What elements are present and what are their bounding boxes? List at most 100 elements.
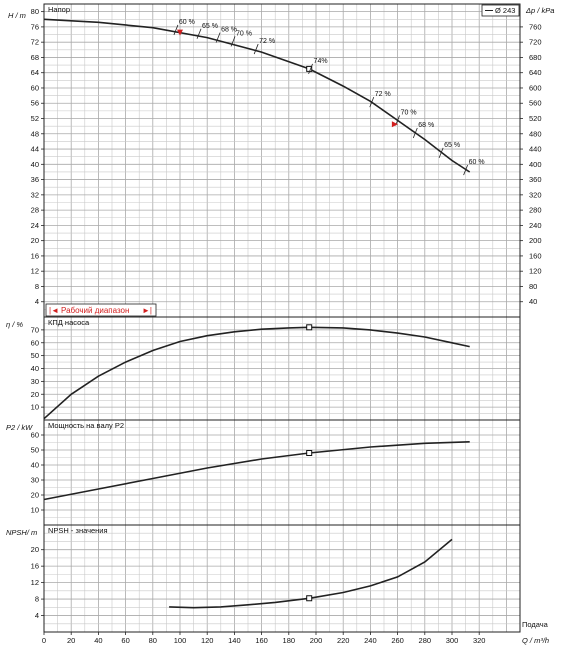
y-tick-label: 60 <box>31 338 39 347</box>
x-tick-label: 40 <box>94 636 102 645</box>
y-tick-label: 16 <box>31 562 39 571</box>
operating-range-box: |◄Рабочий диапазон ►| <box>46 304 156 316</box>
y-axis-label: NPSH/ m <box>6 528 37 537</box>
x-tick-label: 80 <box>149 636 157 645</box>
y-tick-label: 10 <box>31 403 39 412</box>
x-axis-label: Q / m³/h <box>522 636 549 645</box>
y-tick-label: 12 <box>31 578 39 587</box>
efficiency-label: 68 % <box>221 27 237 34</box>
legend: Ø 243 <box>482 5 519 16</box>
y2-tick-label: 360 <box>529 175 542 184</box>
efficiency-label: 74% <box>314 58 328 65</box>
y-tick-label: 56 <box>31 99 39 108</box>
y2-tick-label: 120 <box>529 267 542 276</box>
y-tick-label: 8 <box>35 282 39 291</box>
bep-marker <box>307 325 312 330</box>
y-tick-label: 50 <box>31 446 39 455</box>
y-tick-label: 30 <box>31 377 39 386</box>
y-axis-label: H / m <box>8 11 26 20</box>
y2-tick-label: 160 <box>529 251 542 260</box>
y-tick-label: 64 <box>31 68 39 77</box>
y2-tick-label: 40 <box>529 297 537 306</box>
x-tick-label: 0 <box>42 636 46 645</box>
efficiency-label: 65 % <box>444 142 460 149</box>
panel-title: Мощность на валу P2 <box>48 421 124 430</box>
y-tick-label: 52 <box>31 114 39 123</box>
bep-marker <box>307 596 312 601</box>
x-tick-label: 260 <box>391 636 404 645</box>
y-tick-label: 32 <box>31 190 39 199</box>
efficiency-tick <box>197 29 201 39</box>
y2-tick-label: 560 <box>529 99 542 108</box>
y2-tick-label: 600 <box>529 83 542 92</box>
y2-tick-label: 760 <box>529 22 542 31</box>
y-tick-label: 30 <box>31 476 39 485</box>
y-tick-label: 70 <box>31 325 39 334</box>
y2-tick-label: 200 <box>529 236 542 245</box>
y-tick-label: 28 <box>31 206 39 215</box>
y-tick-label: 20 <box>31 545 39 554</box>
y-tick-label: 12 <box>31 267 39 276</box>
y2-tick-label: 640 <box>529 68 542 77</box>
y2-tick-label: 440 <box>529 145 542 154</box>
x-tick-label: 200 <box>310 636 323 645</box>
y-tick-label: 72 <box>31 38 39 47</box>
grid <box>44 317 520 420</box>
x-tick-label: 20 <box>67 636 75 645</box>
y-tick-label: 10 <box>31 506 39 515</box>
efficiency-tick <box>254 44 258 54</box>
panel-title: NPSH - значения <box>48 526 108 535</box>
y-tick-label: 24 <box>31 221 39 230</box>
y-tick-label: 20 <box>31 236 39 245</box>
y2-tick-label: 680 <box>529 53 542 62</box>
operating-range-label: Рабочий диапазон <box>61 306 129 315</box>
y2-tick-label: 80 <box>529 282 537 291</box>
y-tick-label: 60 <box>31 83 39 92</box>
y-tick-label: 80 <box>31 7 39 16</box>
x-tick-label: 240 <box>364 636 377 645</box>
y-tick-label: 40 <box>31 461 39 470</box>
y2-tick-label: 240 <box>529 221 542 230</box>
y2-tick-label: 320 <box>529 190 542 199</box>
y-tick-label: 76 <box>31 22 39 31</box>
panel-1: 48121620242832364044485256606468727680H … <box>8 4 554 317</box>
grid <box>44 4 520 317</box>
y2-tick-label: 520 <box>529 114 542 123</box>
x-tick-label: 120 <box>201 636 214 645</box>
panel-frame <box>44 525 520 632</box>
panel-frame <box>44 4 520 317</box>
y2-tick-label: 280 <box>529 206 542 215</box>
panel-title: Напор <box>48 5 70 14</box>
series-curve <box>44 442 470 500</box>
efficiency-label: 60 % <box>469 159 485 166</box>
legend-label: Ø 243 <box>495 6 515 15</box>
y-tick-label: 4 <box>35 297 39 306</box>
y-tick-label: 8 <box>35 595 39 604</box>
efficiency-label: 72 % <box>259 38 275 45</box>
y-tick-label: 68 <box>31 53 39 62</box>
x-axis-label-secondary: Подача <box>522 620 549 629</box>
series-curve <box>44 327 470 418</box>
y2-axis-label: Δp / kPa <box>525 6 554 15</box>
y-tick-label: 50 <box>31 351 39 360</box>
x-tick-label: 320 <box>473 636 486 645</box>
range-right-arrow-icon: ►| <box>142 306 152 315</box>
y2-tick-label: 480 <box>529 129 542 138</box>
y-tick-label: 20 <box>31 390 39 399</box>
y2-tick-label: 720 <box>529 38 542 47</box>
efficiency-label: 72 % <box>375 91 391 98</box>
y-tick-label: 44 <box>31 145 39 154</box>
efficiency-label: 60 % <box>179 19 195 26</box>
x-tick-label: 220 <box>337 636 350 645</box>
grid <box>44 525 520 632</box>
x-tick-label: 300 <box>446 636 459 645</box>
bep-marker <box>307 451 312 456</box>
y-tick-label: 40 <box>31 160 39 169</box>
y-tick-label: 48 <box>31 129 39 138</box>
range-left-arrow-icon: |◄ <box>49 306 59 315</box>
x-tick-label: 140 <box>228 636 241 645</box>
